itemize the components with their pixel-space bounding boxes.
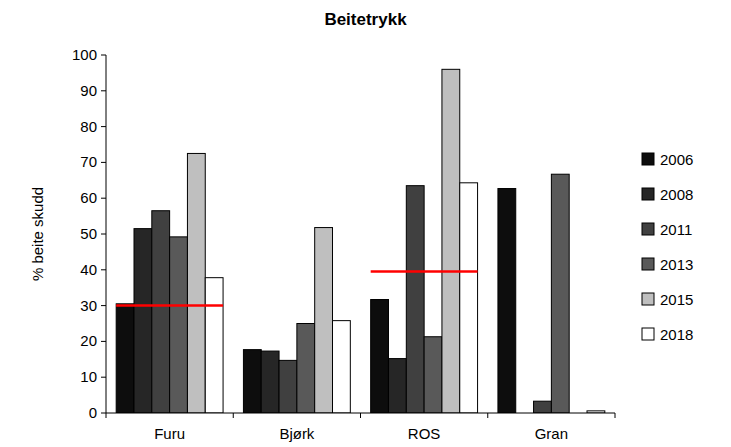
legend-label: 2006 xyxy=(660,151,693,168)
bar xyxy=(498,189,516,413)
y-tick-label: 30 xyxy=(80,297,97,314)
y-tick xyxy=(101,234,106,235)
chart: Beitetrykk % beite skudd 0 10 20 30 40 50 60 70 80… xyxy=(0,0,731,447)
x-tick xyxy=(106,413,107,418)
y-tick xyxy=(101,55,106,56)
y-tick xyxy=(101,162,106,163)
y-tick-label: 20 xyxy=(80,332,97,349)
x-tick-label: Furu xyxy=(154,425,185,442)
y-tick xyxy=(101,413,106,414)
bar xyxy=(534,401,552,413)
legend-label: 2015 xyxy=(660,291,693,308)
y-tick xyxy=(101,198,106,199)
bar xyxy=(551,174,569,413)
bar xyxy=(243,350,261,413)
legend-swatch xyxy=(642,153,654,165)
bar xyxy=(297,324,315,414)
bar xyxy=(333,321,351,413)
bar xyxy=(170,237,188,413)
y-tick xyxy=(101,90,106,91)
bar xyxy=(315,228,333,413)
y-tick-label: 80 xyxy=(80,118,97,135)
bar xyxy=(406,186,424,413)
y-tick-label: 100 xyxy=(72,46,97,63)
y-tick-label: 90 xyxy=(80,82,97,99)
bar xyxy=(371,300,389,413)
legend-swatch xyxy=(642,328,654,340)
bar xyxy=(152,211,170,413)
bar xyxy=(460,183,478,413)
legend-swatch xyxy=(642,258,654,270)
bar xyxy=(261,351,279,413)
legend-swatch xyxy=(642,188,654,200)
legend-swatch xyxy=(642,293,654,305)
bar xyxy=(134,229,152,413)
x-tick-label: ROS xyxy=(408,425,441,442)
background xyxy=(0,0,731,447)
bar xyxy=(442,69,460,413)
y-tick-label: 50 xyxy=(80,225,97,242)
y-tick xyxy=(101,126,106,127)
bar xyxy=(388,359,406,413)
target-line xyxy=(371,270,478,273)
y-tick-label: 70 xyxy=(80,153,97,170)
bar xyxy=(424,337,442,413)
y-tick-label: 40 xyxy=(80,261,97,278)
x-tick xyxy=(360,413,361,418)
y-tick xyxy=(101,377,106,378)
y-tick xyxy=(101,305,106,306)
y-tick xyxy=(101,269,106,270)
target-line xyxy=(116,304,223,307)
y-tick-label: 10 xyxy=(80,368,97,385)
x-tick-label: Bjørk xyxy=(279,425,314,442)
legend-label: 2011 xyxy=(660,221,692,238)
y-tick-label: 0 xyxy=(89,404,97,421)
legend-swatch xyxy=(642,223,654,235)
bar xyxy=(279,360,297,413)
y-tick-label: 60 xyxy=(80,189,97,206)
x-tick xyxy=(233,413,234,418)
x-tick xyxy=(615,413,616,418)
y-tick xyxy=(101,341,106,342)
x-tick-label: Gran xyxy=(535,425,568,442)
bar xyxy=(187,153,205,413)
bar xyxy=(116,304,134,413)
legend-label: 2018 xyxy=(660,326,693,343)
legend-label: 2013 xyxy=(660,256,693,273)
legend-label: 2008 xyxy=(660,186,693,203)
x-tick xyxy=(487,413,488,418)
plot-area xyxy=(116,69,605,413)
title: Beitetrykk xyxy=(324,10,407,29)
y-axis-label: % beite skudd xyxy=(29,187,46,281)
bar xyxy=(205,278,223,413)
